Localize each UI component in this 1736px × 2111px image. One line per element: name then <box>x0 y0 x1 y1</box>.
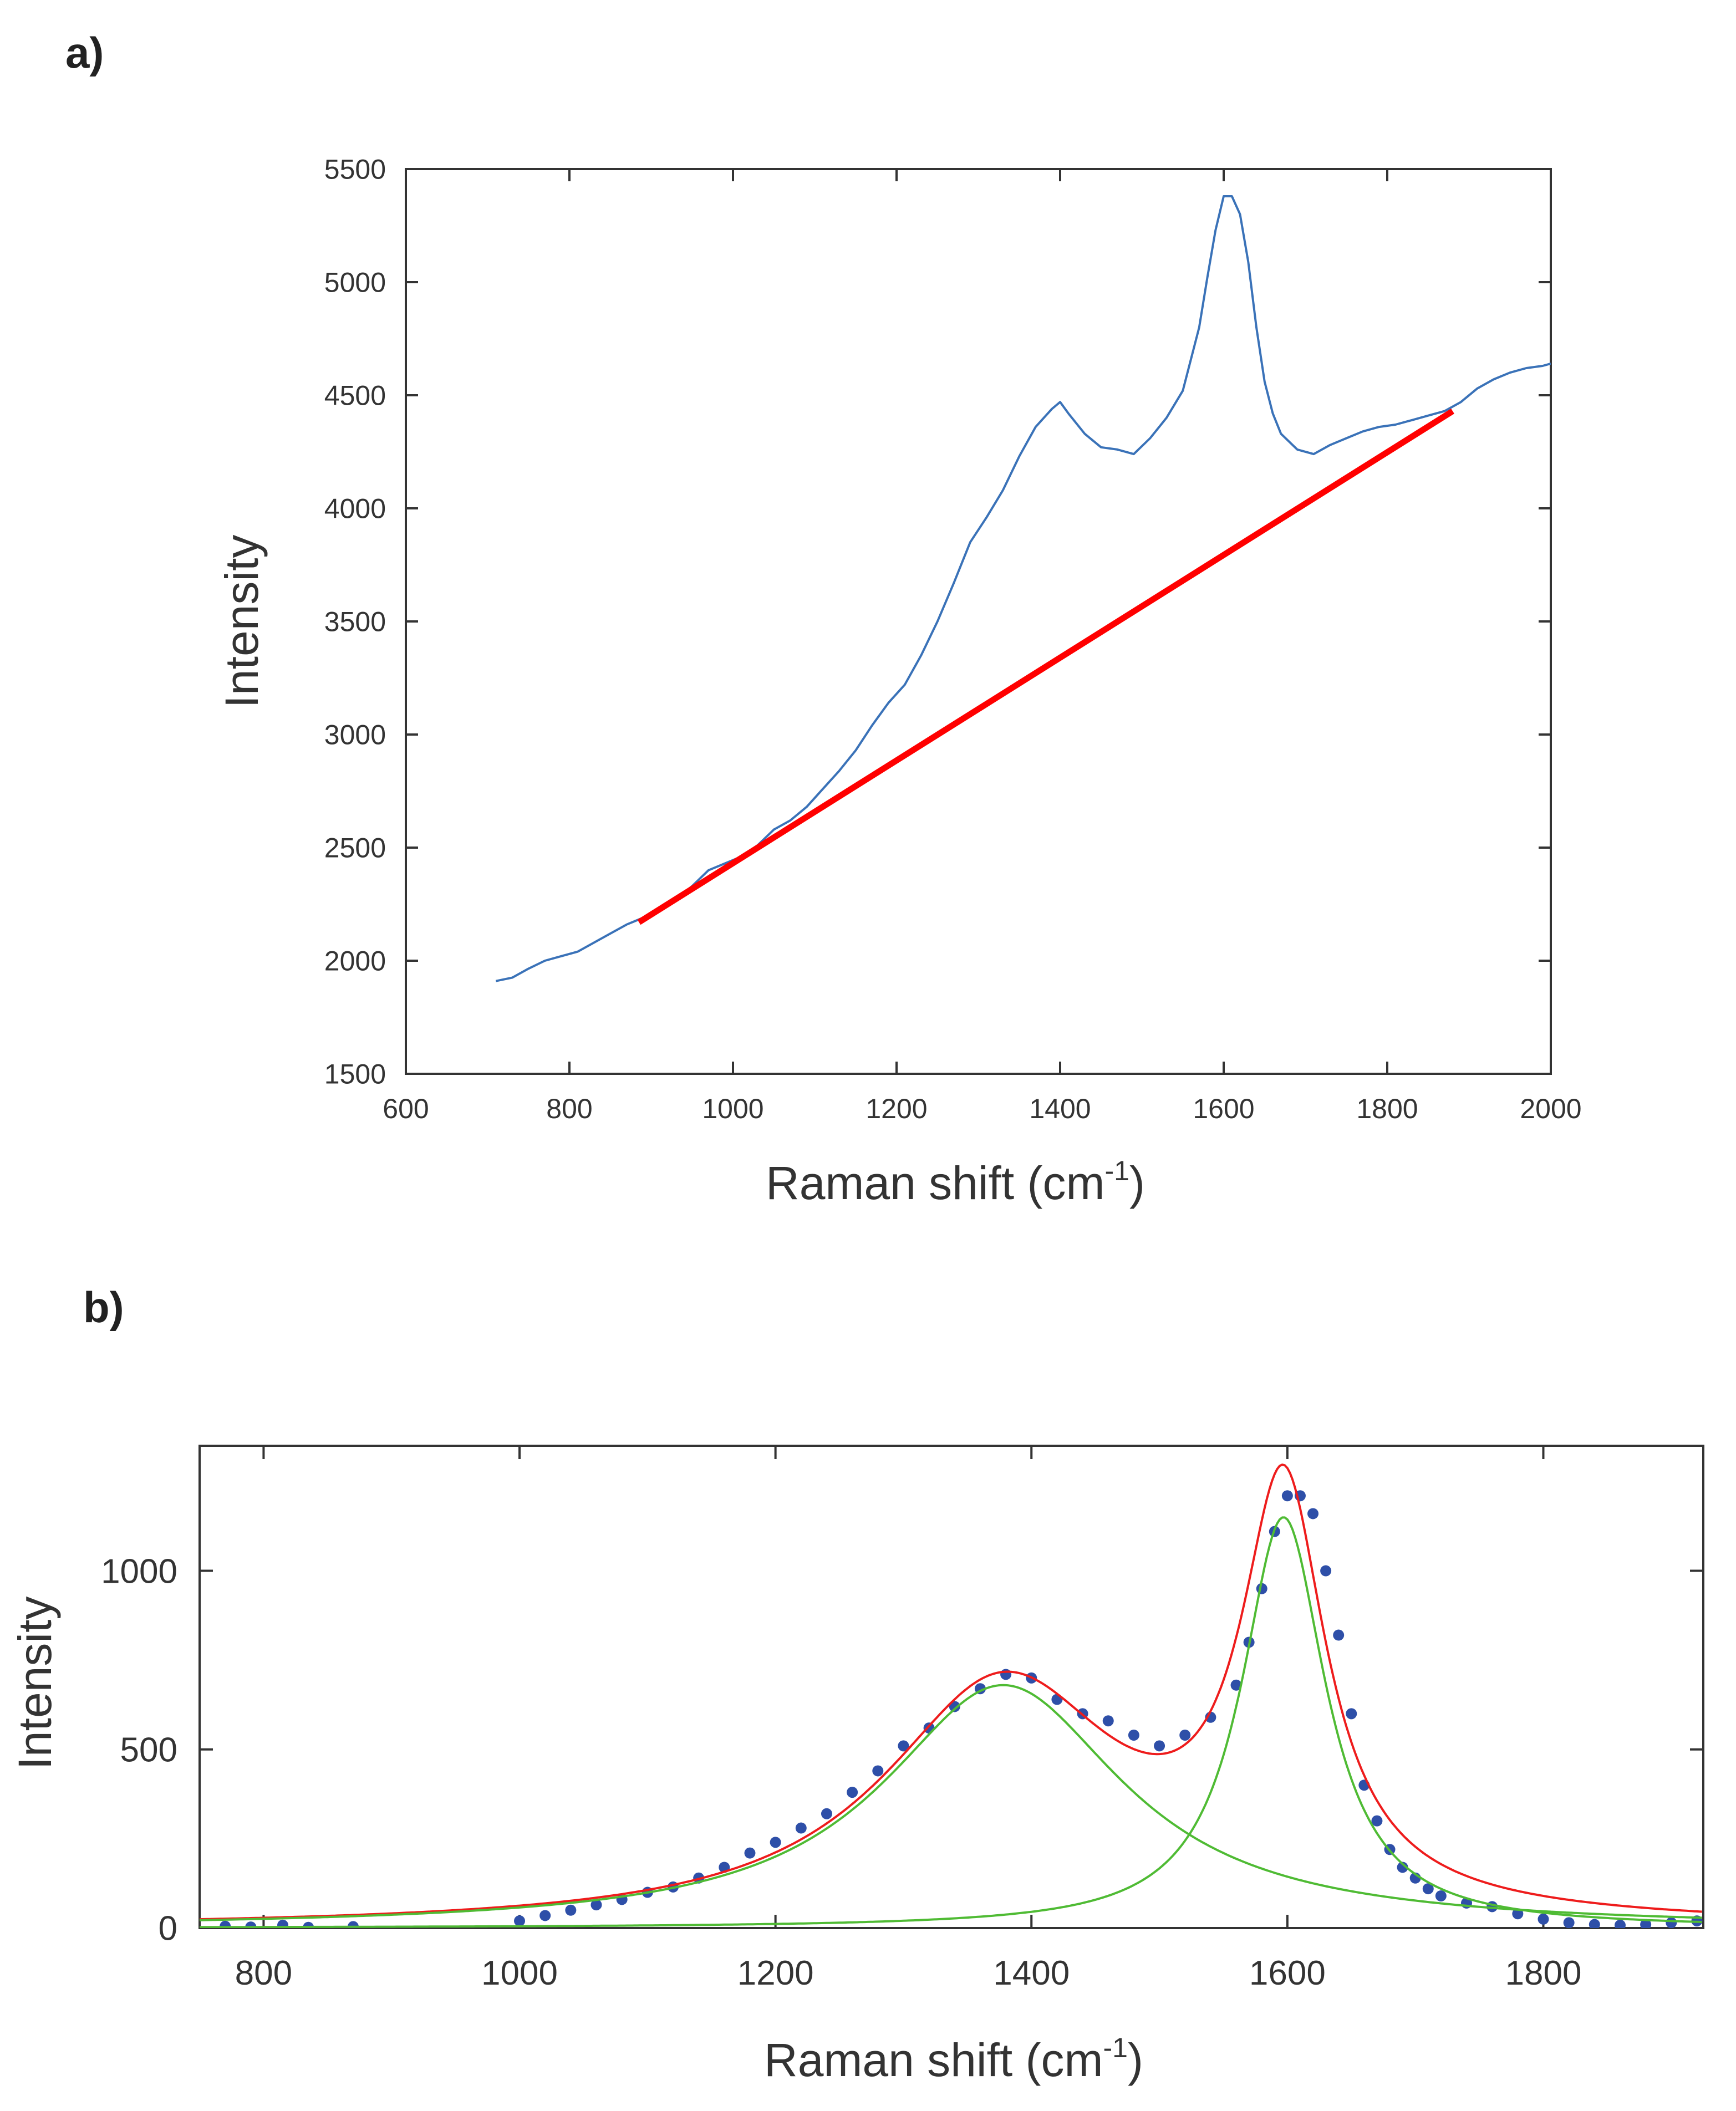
y-tick-label: 4500 <box>324 380 386 411</box>
panel-a-label: a) <box>65 28 104 77</box>
panel-a-plot-frame <box>405 168 1552 1075</box>
x-tick-label: 1000 <box>702 1093 763 1124</box>
x-tick-label: 1000 <box>481 1954 558 1992</box>
data-point-baseline-corrected-data <box>514 1915 526 1927</box>
data-point-baseline-corrected-data <box>898 1740 909 1752</box>
data-point-baseline-corrected-data <box>821 1808 832 1819</box>
data-point-baseline-corrected-data <box>1128 1730 1139 1741</box>
data-point-baseline-corrected-data <box>1589 1919 1600 1928</box>
x-tick-label: 1400 <box>1029 1093 1091 1124</box>
data-point-baseline-corrected-data <box>565 1904 577 1916</box>
panel-a-x-axis-title: Raman shift (cm-1) <box>766 1155 1145 1209</box>
data-point-baseline-corrected-data <box>1397 1862 1408 1873</box>
y-tick-label: 3000 <box>324 720 386 751</box>
plot-area <box>200 1464 1703 1928</box>
data-point-baseline-corrected-data <box>1102 1715 1114 1727</box>
x-tick-label: 1600 <box>1193 1093 1254 1124</box>
data-point-baseline-corrected-data <box>1320 1565 1332 1577</box>
data-point-baseline-corrected-data <box>1666 1917 1677 1928</box>
data-point-baseline-corrected-data <box>847 1787 858 1798</box>
plot-area <box>495 195 1551 982</box>
data-point-baseline-corrected-data <box>744 1847 756 1859</box>
series-line-g-band <box>200 1516 1702 1928</box>
data-point-baseline-corrected-data <box>1230 1679 1242 1691</box>
data-point-baseline-corrected-data <box>872 1765 884 1777</box>
panel-b-chart: 800 1000 1200 1400 1600 1800 0 500 1000 Intensit… <box>9 1445 1704 2086</box>
y-tick-label: 5500 <box>324 154 386 185</box>
x-tick-label: 800 <box>235 1954 292 1992</box>
data-point-baseline-corrected-data <box>1281 1490 1293 1502</box>
y-tick-label: 1500 <box>324 1059 386 1090</box>
panel-b-x-axis-title: Raman shift (cm-1) <box>764 2032 1143 2086</box>
panel-a-chart: 600 800 1000 1200 1400 1600 1800 2000 1500 2000 25… <box>216 154 1582 1210</box>
y-tick-label: 1000 <box>101 1552 177 1590</box>
data-point-baseline-corrected-data <box>1563 1917 1575 1928</box>
data-point-baseline-corrected-data <box>1538 1913 1549 1925</box>
data-point-baseline-corrected-data <box>1307 1508 1319 1519</box>
panel-a-y-axis-title: Intensity <box>216 535 268 708</box>
data-point-baseline-corrected-data <box>1000 1669 1012 1680</box>
data-point-baseline-corrected-data <box>590 1899 602 1911</box>
data-point-baseline-corrected-data <box>1333 1629 1345 1641</box>
series-line-linear-baseline <box>637 408 1454 925</box>
data-point-baseline-corrected-data <box>1179 1730 1191 1741</box>
panel-b-x-axis-title-main: Raman shift (cm <box>764 2034 1103 2086</box>
panel-a-x-axis-title-close: ) <box>1129 1157 1145 1209</box>
data-point-baseline-corrected-data <box>539 1910 551 1921</box>
panel-a-x-axis-title-main: Raman shift (cm <box>766 1157 1104 1209</box>
data-point-baseline-corrected-data <box>1422 1883 1434 1895</box>
data-point-baseline-corrected-data <box>1435 1890 1447 1901</box>
data-point-baseline-corrected-data <box>795 1822 807 1834</box>
panel-a-ticks: 600 800 1000 1200 1400 1600 1800 2000 1500 2000 25… <box>324 154 1582 1125</box>
panel-b-series <box>200 1464 1703 1928</box>
series-line-total-fit <box>200 1464 1702 1921</box>
x-tick-label: 1200 <box>866 1093 927 1124</box>
panel-b-label: b) <box>83 1283 124 1332</box>
data-point-baseline-corrected-data <box>949 1701 960 1712</box>
x-tick-label: 1200 <box>737 1954 814 1992</box>
data-point-baseline-corrected-data <box>1154 1740 1165 1752</box>
y-tick-label: 500 <box>120 1731 177 1769</box>
data-point-baseline-corrected-data <box>1371 1815 1383 1827</box>
panel-b-x-axis-title-sup: -1 <box>1103 2032 1128 2063</box>
panel-a-x-axis-title-sup: -1 <box>1105 1155 1129 1186</box>
data-point-baseline-corrected-data <box>1346 1708 1357 1720</box>
y-tick-label: 3500 <box>324 606 386 638</box>
panel-b-plot-frame <box>198 1445 1704 1929</box>
series-line-raw-spectrum <box>495 195 1551 982</box>
x-tick-label: 800 <box>546 1093 592 1124</box>
x-tick-label: 1400 <box>993 1954 1070 1992</box>
panel-a-series <box>495 195 1551 982</box>
x-tick-label: 2000 <box>1520 1093 1581 1124</box>
x-tick-label: 1600 <box>1249 1954 1326 1992</box>
panel-b-ticks: 800 1000 1200 1400 1600 1800 0 500 1000 <box>101 1446 1703 1992</box>
series-line-d-band <box>200 1684 1702 1921</box>
x-tick-label: 1800 <box>1356 1093 1418 1124</box>
y-tick-label: 4000 <box>324 493 386 524</box>
y-tick-label: 0 <box>159 1910 177 1948</box>
y-tick-label: 2000 <box>324 946 386 977</box>
panel-b-y-axis-title: Intensity <box>9 1597 61 1770</box>
x-tick-label: 1800 <box>1505 1954 1582 1992</box>
y-tick-label: 5000 <box>324 267 386 298</box>
data-point-baseline-corrected-data <box>1614 1919 1626 1928</box>
data-point-baseline-corrected-data <box>770 1837 781 1848</box>
panel-b-x-axis-title-close: ) <box>1128 2034 1143 2086</box>
y-tick-label: 2500 <box>324 833 386 864</box>
x-tick-label: 600 <box>383 1093 429 1124</box>
